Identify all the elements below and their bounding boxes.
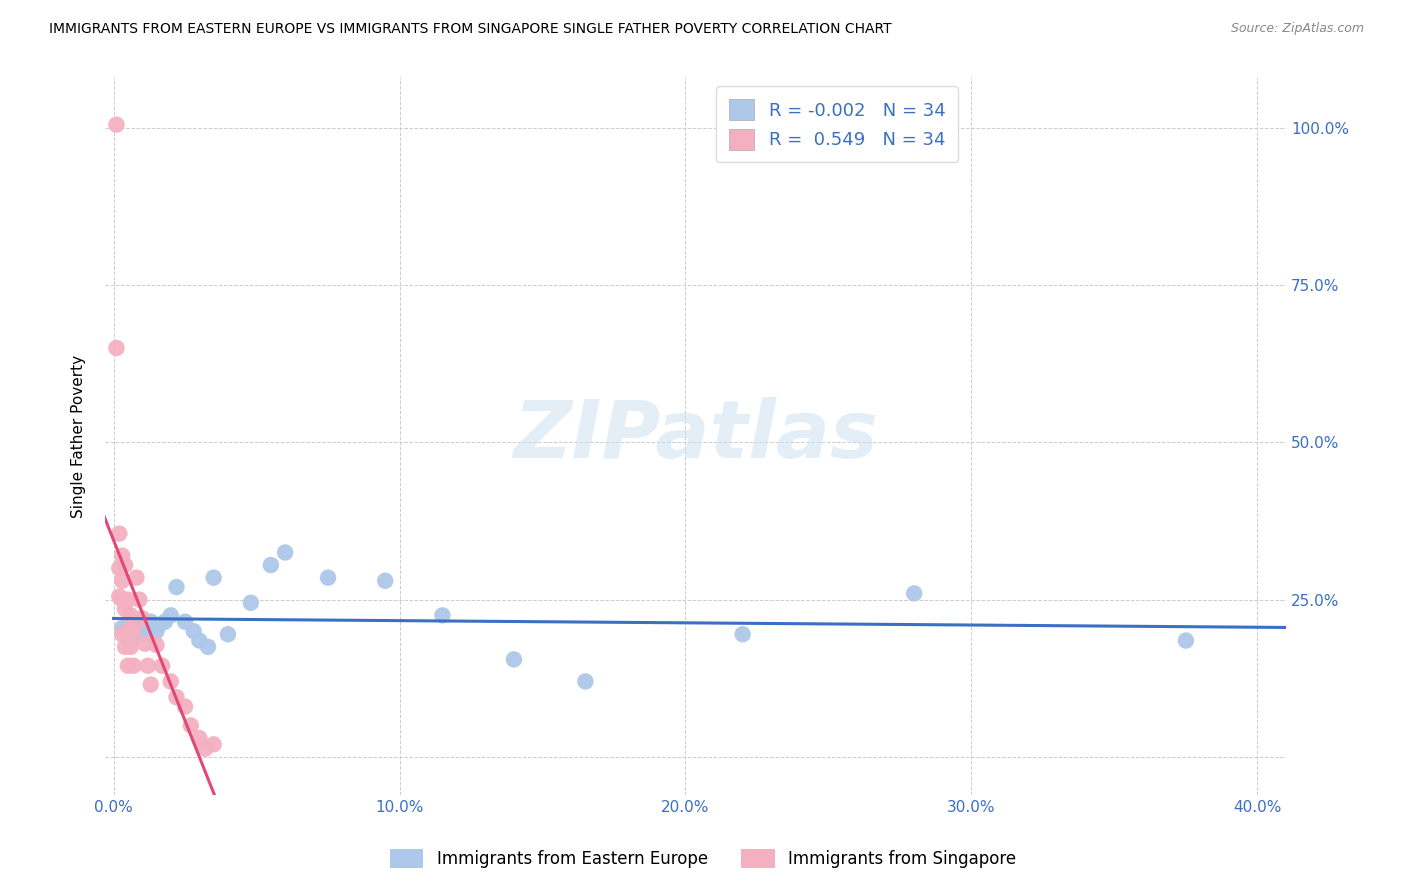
Point xyxy=(111,549,134,563)
Point xyxy=(174,699,197,714)
Point xyxy=(111,574,134,588)
Point xyxy=(260,558,283,572)
Point xyxy=(188,633,211,648)
Point xyxy=(166,580,188,594)
Point xyxy=(128,592,150,607)
Point xyxy=(145,638,167,652)
Point xyxy=(111,592,134,607)
Point xyxy=(316,571,339,585)
Point xyxy=(136,658,159,673)
Point xyxy=(108,561,131,575)
Point xyxy=(574,674,596,689)
Point xyxy=(145,624,167,639)
Point xyxy=(159,608,181,623)
Point xyxy=(117,592,139,607)
Point xyxy=(114,558,136,572)
Point xyxy=(122,658,145,673)
Point xyxy=(139,615,162,629)
Point xyxy=(117,624,139,639)
Point xyxy=(903,586,925,600)
Point xyxy=(150,658,173,673)
Point xyxy=(134,627,156,641)
Y-axis label: Single Father Poverty: Single Father Poverty xyxy=(72,354,86,517)
Point xyxy=(139,677,162,691)
Text: Source: ZipAtlas.com: Source: ZipAtlas.com xyxy=(1230,22,1364,36)
Point xyxy=(125,571,148,585)
Point xyxy=(202,737,225,751)
Point xyxy=(202,571,225,585)
Text: ZIPatlas: ZIPatlas xyxy=(513,397,877,475)
Text: IMMIGRANTS FROM EASTERN EUROPE VS IMMIGRANTS FROM SINGAPORE SINGLE FATHER POVERT: IMMIGRANTS FROM EASTERN EUROPE VS IMMIGR… xyxy=(49,22,891,37)
Point xyxy=(131,611,153,625)
Point xyxy=(183,624,205,639)
Point xyxy=(159,674,181,689)
Point xyxy=(1174,633,1197,648)
Point xyxy=(108,526,131,541)
Point xyxy=(120,633,142,648)
Point xyxy=(432,608,454,623)
Point xyxy=(108,590,131,604)
Point xyxy=(239,596,262,610)
Point xyxy=(148,617,170,632)
Point xyxy=(105,341,128,355)
Point xyxy=(120,608,142,623)
Point xyxy=(153,615,176,629)
Point xyxy=(114,640,136,654)
Point xyxy=(134,637,156,651)
Point xyxy=(125,624,148,639)
Point xyxy=(122,615,145,629)
Point xyxy=(117,627,139,641)
Point xyxy=(122,624,145,639)
Point xyxy=(374,574,396,588)
Point xyxy=(166,690,188,705)
Point xyxy=(180,718,202,732)
Point xyxy=(197,640,219,654)
Point xyxy=(731,627,754,641)
Point xyxy=(111,621,134,635)
Point xyxy=(136,621,159,635)
Point xyxy=(111,627,134,641)
Point xyxy=(120,617,142,632)
Point xyxy=(503,652,526,666)
Point xyxy=(188,731,211,745)
Legend: R = -0.002   N = 34, R =  0.549   N = 34: R = -0.002 N = 34, R = 0.549 N = 34 xyxy=(716,87,957,162)
Point xyxy=(128,615,150,629)
Point xyxy=(174,615,197,629)
Point xyxy=(105,118,128,132)
Point xyxy=(114,624,136,639)
Point xyxy=(120,640,142,654)
Point xyxy=(117,658,139,673)
Point xyxy=(274,545,297,559)
Point xyxy=(114,602,136,616)
Point xyxy=(194,741,217,756)
Point xyxy=(131,611,153,625)
Point xyxy=(217,627,239,641)
Legend: Immigrants from Eastern Europe, Immigrants from Singapore: Immigrants from Eastern Europe, Immigran… xyxy=(384,842,1022,875)
